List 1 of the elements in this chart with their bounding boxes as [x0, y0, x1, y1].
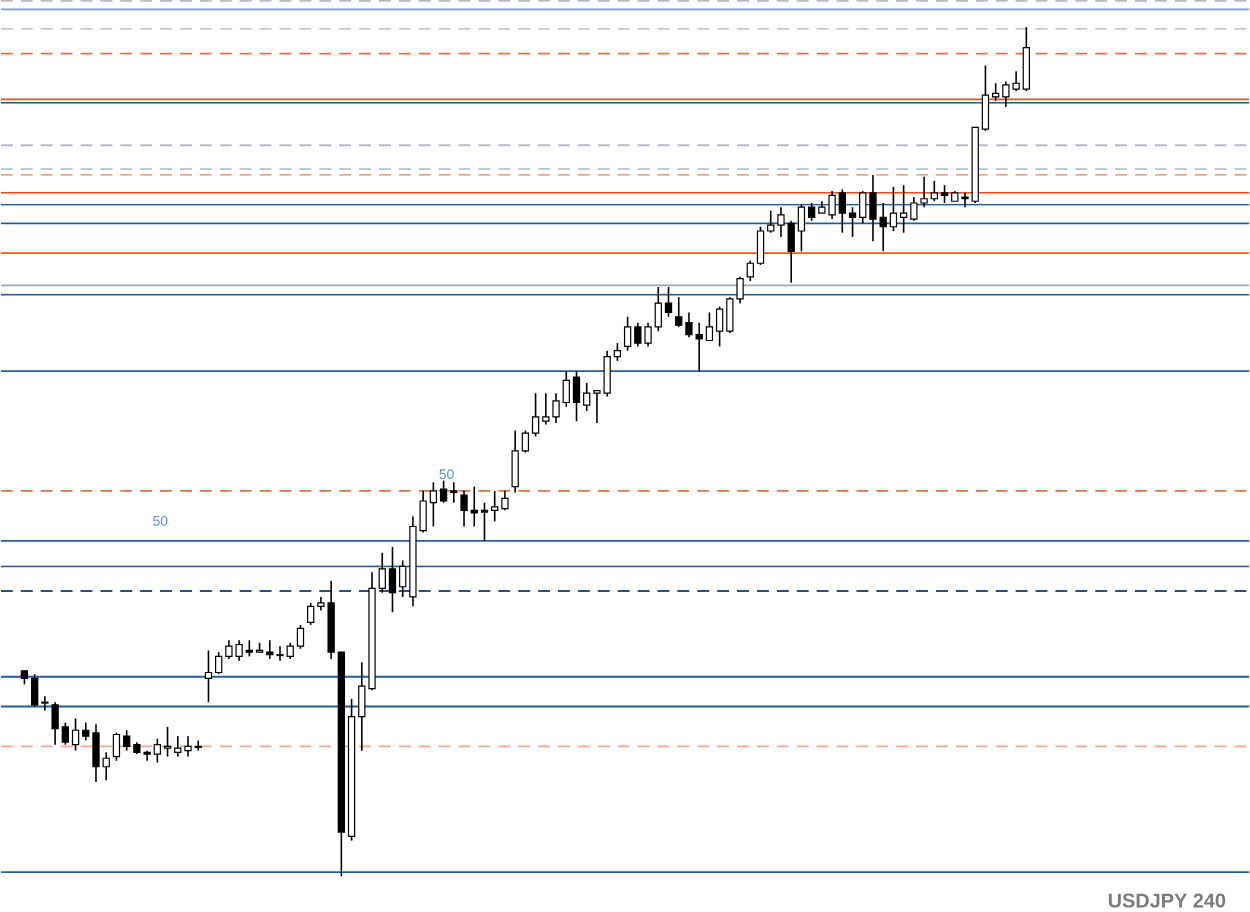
text: USDJPY 240 — [1108, 893, 1226, 908]
